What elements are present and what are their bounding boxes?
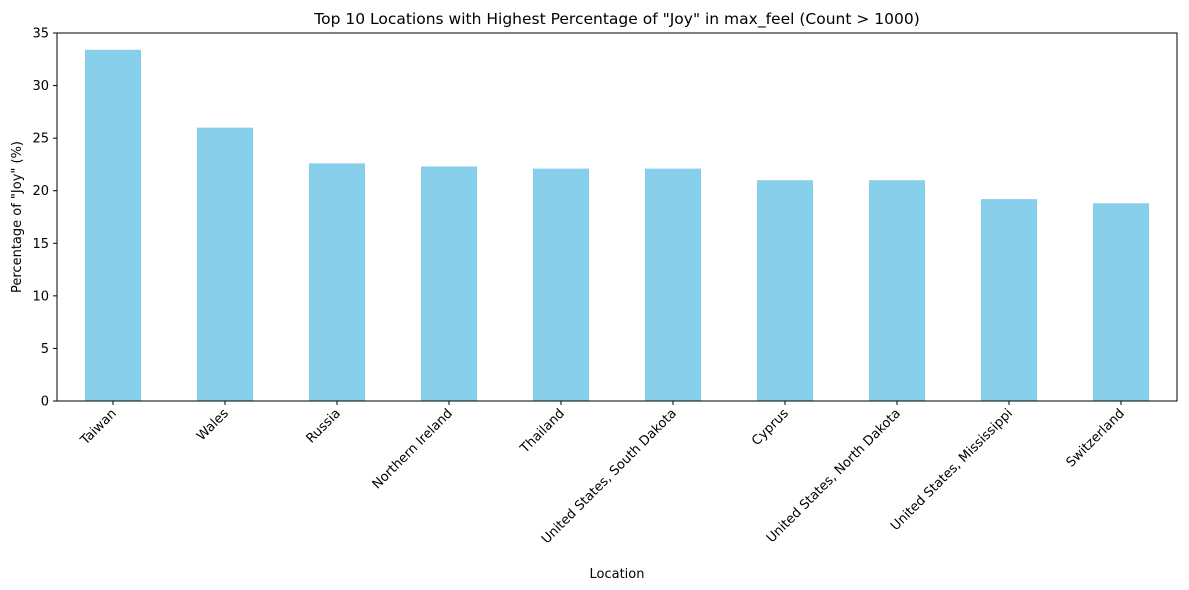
x-tick-label: Thailand	[517, 406, 568, 457]
y-axis-label: Percentage of "Joy" (%)	[10, 141, 25, 293]
bar	[645, 168, 701, 401]
x-tick-label: United States, Mississippi	[888, 406, 1016, 534]
x-tick-label: United States, North Dakota	[764, 406, 904, 546]
bar	[869, 180, 925, 401]
bar	[197, 127, 253, 401]
x-tick-label: Russia	[304, 406, 344, 446]
bar	[309, 163, 365, 401]
bar	[981, 199, 1037, 401]
x-tick-label: United States, South Dakota	[539, 406, 680, 547]
y-tick-label: 15	[32, 237, 49, 252]
x-tick-label: Cyprus	[749, 406, 792, 449]
y-tick-label: 5	[41, 342, 49, 357]
bar	[757, 180, 813, 401]
y-tick-label: 35	[32, 27, 49, 42]
y-tick-label: 30	[32, 79, 49, 94]
x-tick-label: Switzerland	[1064, 406, 1128, 470]
bar	[1093, 203, 1149, 401]
x-tick-label: Taiwan	[77, 406, 120, 449]
x-tick-label: Wales	[194, 406, 232, 444]
bar	[533, 168, 589, 401]
chart-title: Top 10 Locations with Highest Percentage…	[313, 10, 920, 29]
bar	[85, 49, 141, 402]
y-tick-label: 20	[32, 184, 49, 199]
y-tick-label: 25	[32, 132, 49, 147]
y-tick-label: 0	[41, 395, 49, 410]
bar	[421, 166, 477, 401]
axes-frame	[56, 32, 1178, 402]
y-tick-label: 10	[32, 289, 49, 304]
x-axis-label: Location	[590, 567, 645, 582]
x-tick-label: Northern Ireland	[370, 406, 456, 492]
plot-area: 0 5 10 15 20 25 30 35 Taiwan Wales Russia Northern …	[32, 27, 1178, 547]
